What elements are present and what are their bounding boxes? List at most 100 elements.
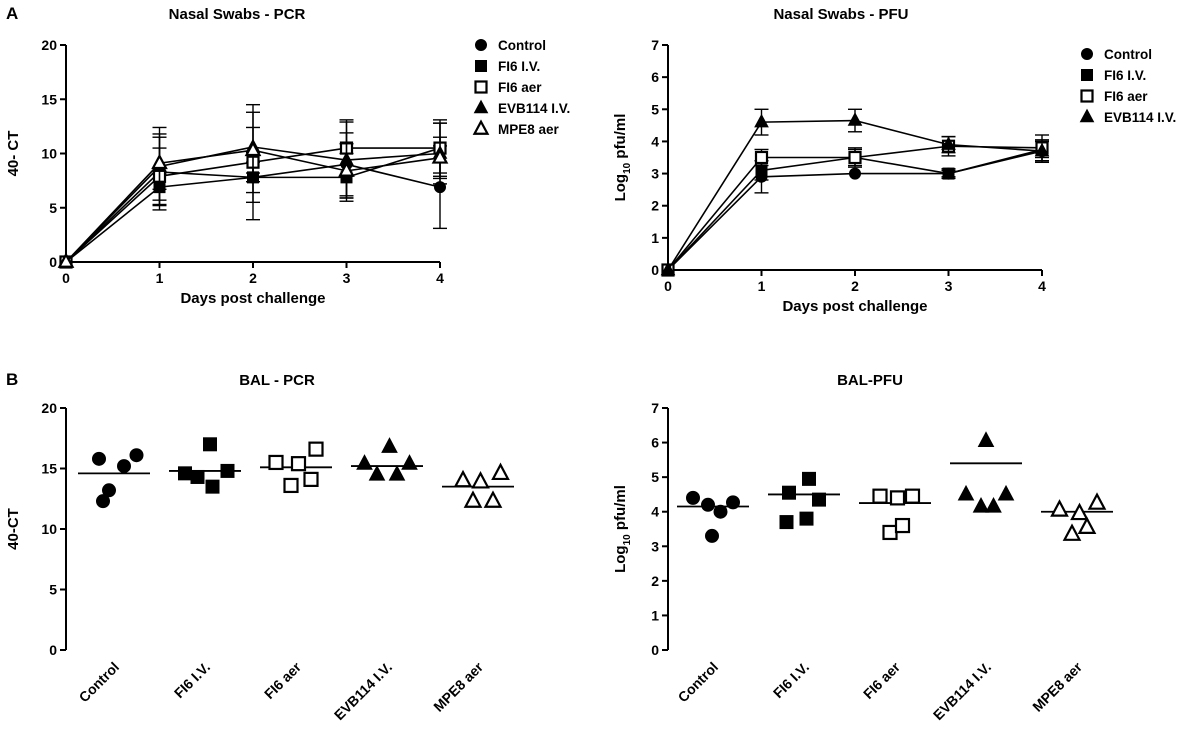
data-point-evb114-i-v xyxy=(847,112,863,126)
y-tick-label: 7 xyxy=(651,37,659,53)
x-tick-label: 3 xyxy=(343,270,351,286)
data-point-control xyxy=(129,448,144,463)
y-tick-label: 4 xyxy=(651,504,659,520)
data-point-control xyxy=(705,528,719,543)
data-point-evb114-i-v xyxy=(1034,142,1050,157)
y-tick-label: 5 xyxy=(651,101,659,117)
data-point-evb114-i-v xyxy=(368,465,386,481)
legend-label-control: Control xyxy=(1104,47,1152,62)
category-label-mpe8-aer: MPE8 aer xyxy=(1029,658,1085,714)
data-point-fi6-i-v xyxy=(782,485,796,500)
y-axis-label-part: Log xyxy=(612,545,629,573)
y-tick-label: 0 xyxy=(49,642,57,658)
x-tick-label: 1 xyxy=(156,270,164,286)
legend-marker-evb114-i-v xyxy=(1079,108,1095,123)
series-mpe8-aer xyxy=(57,126,449,268)
y-axis-label: 40- CT xyxy=(5,131,22,177)
y-tick-label: 5 xyxy=(49,582,57,598)
data-point-control xyxy=(701,497,715,512)
data-point-mpe8-aer xyxy=(1062,523,1082,541)
data-point-fi6-i-v xyxy=(178,466,192,481)
chart-nasal-pfu: 0 1 2 3 4 5 6 7 0 1 2 3 4 Nasal Swabs - PFU Days post … xyxy=(612,6,1176,315)
data-point-control xyxy=(102,483,116,498)
chart-bal-pcr: 0 5 10 15 20 BAL - PCR 40-CT Control FI6 I.V. FI6… xyxy=(5,372,514,723)
y-axis-label-subscript: 10 xyxy=(622,534,633,546)
chart-nasal-pcr: 0 5 10 15 20 0 1 2 3 4 Nasal Swabs - PCR Days post … xyxy=(5,6,570,307)
data-point-fi6-aer xyxy=(889,490,906,506)
data-point-fi6-aer xyxy=(894,517,911,534)
data-point-fi6-aer xyxy=(268,454,284,471)
y-tick-label: 3 xyxy=(651,538,659,554)
data-point-evb114-i-v xyxy=(401,454,418,470)
chart-title: Nasal Swabs - PFU xyxy=(773,6,908,23)
category-label-control: Control xyxy=(675,659,722,706)
y-tick-label: 6 xyxy=(651,69,659,85)
group-fi6-i-v xyxy=(169,437,241,494)
data-point-evb114-i-v xyxy=(941,136,956,150)
chart-title: Nasal Swabs - PCR xyxy=(169,6,306,23)
data-point-fi6-aer xyxy=(290,456,307,472)
category-label-evb114-i-v: EVB114 I.V. xyxy=(331,659,395,723)
y-tick-label: 10 xyxy=(41,521,57,537)
data-point-evb114-i-v xyxy=(985,496,1002,513)
y-axis-label-subscript: 10 xyxy=(622,162,633,174)
data-point-fi6-i-v xyxy=(812,492,826,507)
group-evb114-i-v xyxy=(351,437,423,481)
legend-marker-evb114-i-v xyxy=(473,99,489,114)
y-tick-label: 15 xyxy=(41,461,57,477)
y-axis-label-part: pfu/ml xyxy=(612,114,629,163)
y-axis-label: Log10 pfu/ml xyxy=(612,485,633,573)
category-label-mpe8-aer: MPE8 aer xyxy=(430,658,486,714)
data-point-fi6-i-v xyxy=(203,437,217,452)
data-point-fi6-aer xyxy=(283,477,299,494)
legend-label-fi6-aer: FI6 aer xyxy=(498,80,542,95)
panel-label-b: B xyxy=(6,370,18,389)
y-axis-label-part: Log xyxy=(612,174,629,202)
y-tick-label: 3 xyxy=(651,166,659,182)
legend-label-fi6-i-v: FI6 I.V. xyxy=(498,59,540,74)
y-axis-label: 40-CT xyxy=(5,508,22,550)
y-tick-label: 0 xyxy=(651,262,659,278)
legend-marker-fi6-i-v xyxy=(475,60,487,72)
x-tick-label: 2 xyxy=(851,278,859,294)
category-label-fi6-aer: FI6 aer xyxy=(860,658,904,702)
data-point-mpe8-aer xyxy=(244,140,262,157)
y-tick-label: 20 xyxy=(41,37,57,53)
y-tick-label: 2 xyxy=(651,573,659,589)
data-point-evb114-i-v xyxy=(754,113,769,128)
y-tick-label: 0 xyxy=(651,642,659,658)
x-tick-label: 0 xyxy=(62,270,70,286)
data-point-mpe8-aer xyxy=(483,490,503,508)
data-point-fi6-aer xyxy=(872,488,888,504)
y-tick-label: 6 xyxy=(651,435,659,451)
category-label-fi6-i-v: FI6 I.V. xyxy=(770,659,812,701)
data-point-evb114-i-v xyxy=(356,454,373,470)
data-point-fi6-i-v xyxy=(779,515,794,530)
data-point-mpe8-aer xyxy=(338,161,355,177)
data-point-mpe8-aer xyxy=(463,490,483,508)
data-point-fi6-aer xyxy=(848,150,862,165)
data-point-fi6-i-v xyxy=(755,164,768,177)
y-axis-label-part: pfu/ml xyxy=(612,485,629,534)
y-tick-label: 1 xyxy=(651,607,659,623)
x-tick-label: 4 xyxy=(1038,278,1046,294)
data-point-evb114-i-v xyxy=(957,484,975,501)
data-point-evb114-i-v xyxy=(660,261,676,276)
group-mpe8-aer xyxy=(1041,492,1113,541)
series-fi6-aer xyxy=(59,103,447,269)
data-point-control xyxy=(92,451,106,466)
y-tick-label: 10 xyxy=(41,146,57,162)
category-label-fi6-i-v: FI6 I.V. xyxy=(171,659,213,701)
data-point-fi6-aer xyxy=(882,524,898,541)
data-point-fi6-i-v xyxy=(190,469,205,484)
y-tick-label: 20 xyxy=(41,400,57,416)
data-point-mpe8-aer xyxy=(1077,516,1097,534)
series-evb114-i-v xyxy=(660,108,1050,276)
data-point-fi6-i-v xyxy=(205,479,220,494)
x-tick-label: 0 xyxy=(664,278,672,294)
data-point-fi6-aer xyxy=(308,441,324,457)
group-control xyxy=(78,448,150,509)
group-fi6-i-v xyxy=(768,471,840,530)
data-point-evb114-i-v xyxy=(997,484,1015,501)
